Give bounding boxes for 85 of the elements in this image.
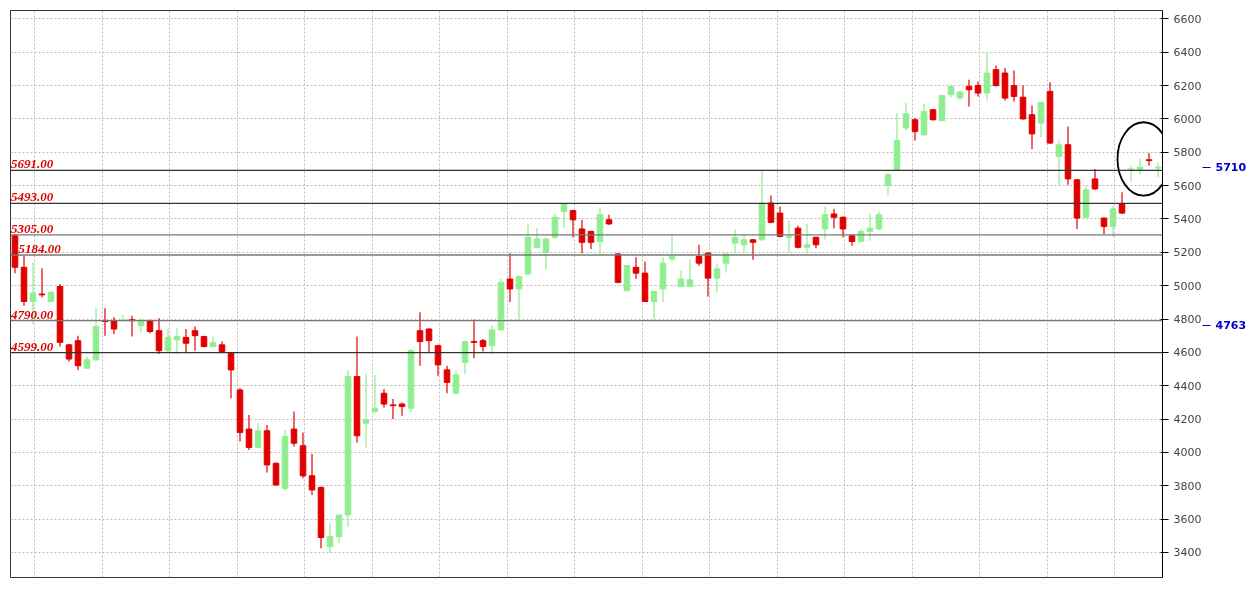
candlestick [785, 220, 793, 253]
candlestick [875, 210, 883, 231]
y-tick-label: 5600 [1173, 179, 1202, 193]
candlestick [1055, 139, 1063, 187]
candlestick [416, 311, 424, 367]
ref-line-label: 4599.00 [9, 338, 54, 354]
ref-line-label: 5305.00 [10, 220, 54, 236]
y-tick-label: 6400 [1173, 46, 1202, 60]
candlestick [740, 233, 748, 253]
y-tick-label: 5800 [1173, 146, 1202, 160]
candlestick [155, 317, 163, 355]
candlestick [380, 388, 388, 408]
text: 4763 [1215, 319, 1247, 333]
candlestick [191, 325, 199, 352]
y-tick-label: 4200 [1173, 413, 1202, 427]
candlestick [182, 328, 190, 354]
y-tick-label: 4400 [1173, 379, 1202, 393]
candlestick [173, 327, 181, 355]
y-tick-label: 3400 [1173, 546, 1202, 560]
candlestick [308, 453, 316, 496]
candlestick [821, 205, 829, 241]
candlestick [290, 410, 298, 448]
candlestick [362, 373, 370, 449]
candlestick [713, 262, 721, 293]
candlestick [326, 522, 334, 554]
candlestick [695, 244, 703, 267]
candlestick [398, 401, 406, 417]
y-tick-label: 5400 [1173, 212, 1202, 226]
candlestick [434, 344, 442, 377]
candlestick [443, 365, 451, 394]
y-tick-label: 5200 [1173, 246, 1202, 260]
candlestick [731, 228, 739, 254]
candlestick [668, 235, 676, 263]
candlestick [515, 275, 523, 322]
candlestick [578, 219, 586, 254]
candlestick [1109, 205, 1117, 238]
candlestick [884, 172, 892, 197]
candlestick [389, 398, 397, 420]
ref-line-label: 4790.00 [9, 306, 54, 322]
candlestick [542, 237, 550, 271]
candlestick [488, 325, 496, 355]
candlestick [470, 319, 478, 359]
candlestick [1019, 84, 1027, 121]
candlestick [1091, 168, 1099, 191]
candlestick [830, 208, 838, 229]
candlestick [632, 256, 640, 280]
candlestick [569, 209, 577, 238]
candlestick [1118, 191, 1126, 215]
candlestick [767, 195, 775, 224]
candlestick [164, 328, 172, 353]
ref-line-label: 5691.00 [10, 156, 54, 172]
candlestick [1010, 69, 1018, 102]
text: 5710 [1215, 161, 1247, 175]
candlestick [38, 267, 46, 298]
y-tick-label: 4000 [1173, 446, 1202, 460]
y-tick-label: 3800 [1173, 479, 1202, 493]
y-tick-label: 4600 [1173, 346, 1202, 360]
y-tick-label: 5000 [1173, 279, 1202, 293]
ref-line-label: 5184.00 [18, 240, 62, 256]
candlestick [803, 223, 811, 254]
candlestick [1028, 104, 1036, 150]
candlestick [920, 103, 928, 137]
candlestick [911, 117, 919, 142]
candlestick [425, 327, 433, 354]
candlestick [227, 351, 235, 399]
candlestick [254, 421, 262, 449]
candlestick [650, 290, 658, 322]
candlestick [1145, 152, 1153, 167]
y-tick-label: 6200 [1173, 79, 1202, 93]
candlestick [902, 102, 910, 132]
y-tick-label: 6000 [1173, 112, 1202, 126]
candlestick [272, 461, 280, 487]
y-tick-label: 4800 [1173, 313, 1202, 327]
candlestick [506, 252, 514, 303]
candlestick [839, 215, 847, 238]
y-tick-label: 6600 [1173, 12, 1202, 26]
candlestick [245, 414, 253, 451]
y-tick-label: 3600 [1173, 513, 1202, 527]
candlestick [1154, 162, 1162, 178]
candlestick [983, 51, 991, 102]
candlestick [1037, 101, 1045, 138]
ref-line-label: 5493.00 [10, 189, 54, 205]
candlestick [335, 514, 343, 544]
candlestick [686, 259, 694, 288]
candlestick [866, 213, 874, 242]
